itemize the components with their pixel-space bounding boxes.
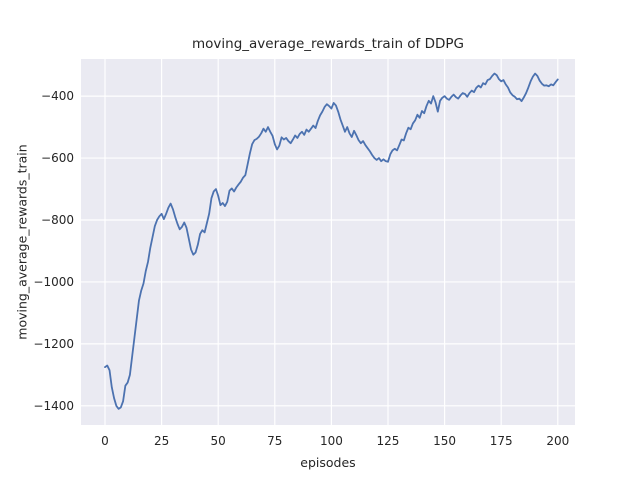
- x-tick-label: 150: [433, 434, 457, 448]
- y-tick-label: −800: [41, 213, 74, 227]
- x-tick-label: 175: [489, 434, 513, 448]
- plot-area: [81, 59, 575, 425]
- y-tick-label: −1200: [33, 336, 74, 351]
- x-tick-label: 75: [267, 434, 283, 448]
- x-tick-label: 25: [153, 434, 170, 448]
- series-line-ddpg: [104, 72, 559, 410]
- y-tick-label: −400: [41, 89, 74, 104]
- chart-title: moving_average_rewards_train of DDPG: [192, 36, 464, 52]
- y-tick-label: −1400: [33, 398, 74, 413]
- plot-canvas: [81, 59, 575, 425]
- x-axis-label: episodes: [300, 455, 356, 470]
- y-tick-label: −600: [41, 151, 74, 166]
- x-tick-label: 125: [376, 434, 400, 448]
- y-axis-label: moving_average_rewards_train: [14, 144, 30, 340]
- x-tick-label: 200: [546, 434, 570, 448]
- x-tick-label: 100: [319, 434, 343, 448]
- y-tick-label: −1000: [33, 274, 74, 289]
- x-tick-label: 0: [101, 434, 109, 448]
- x-tick-label: 50: [210, 434, 226, 448]
